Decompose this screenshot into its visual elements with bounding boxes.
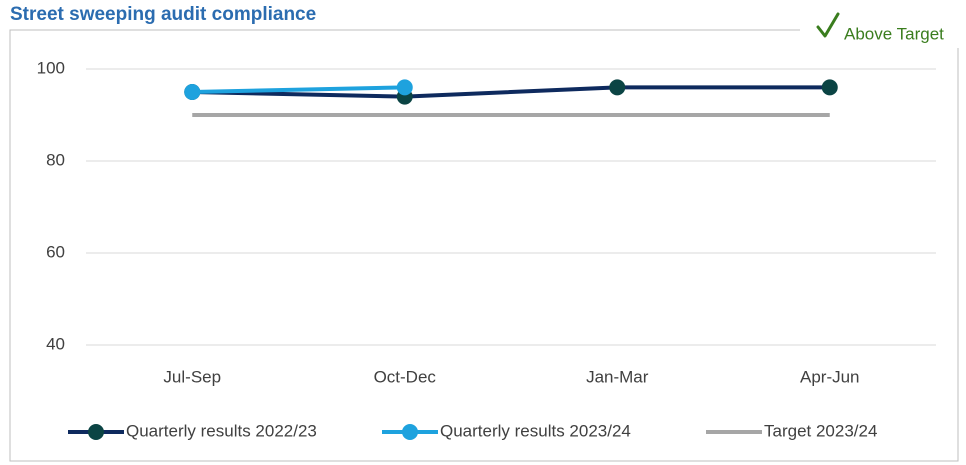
x-tick-label: Oct-Dec	[374, 367, 437, 386]
y-tick-label: 40	[46, 334, 65, 353]
series-marker	[609, 79, 626, 96]
legend-marker	[88, 424, 104, 440]
chart-title: Street sweeping audit compliance	[10, 4, 316, 25]
check-icon	[816, 12, 840, 38]
y-tick-label: 60	[46, 242, 65, 261]
legend-label: Quarterly results 2022/23	[126, 421, 317, 440]
legend-label: Target 2023/24	[764, 421, 877, 440]
y-tick-label: 100	[37, 58, 65, 77]
badge-text: Above Target	[844, 24, 944, 43]
x-tick-label: Apr-Jun	[800, 367, 860, 386]
series-line	[192, 85, 830, 99]
series-marker	[821, 79, 838, 96]
x-tick-label: Jan-Mar	[586, 367, 649, 386]
chart-frame	[9, 29, 959, 462]
series-marker	[184, 84, 201, 100]
legend-label: Quarterly results 2023/24	[440, 421, 631, 440]
x-tick-label: Jul-Sep	[163, 367, 221, 386]
legend-marker	[402, 424, 418, 440]
series-marker	[396, 79, 413, 96]
y-tick-label: 80	[46, 150, 65, 169]
series-line	[192, 85, 405, 94]
